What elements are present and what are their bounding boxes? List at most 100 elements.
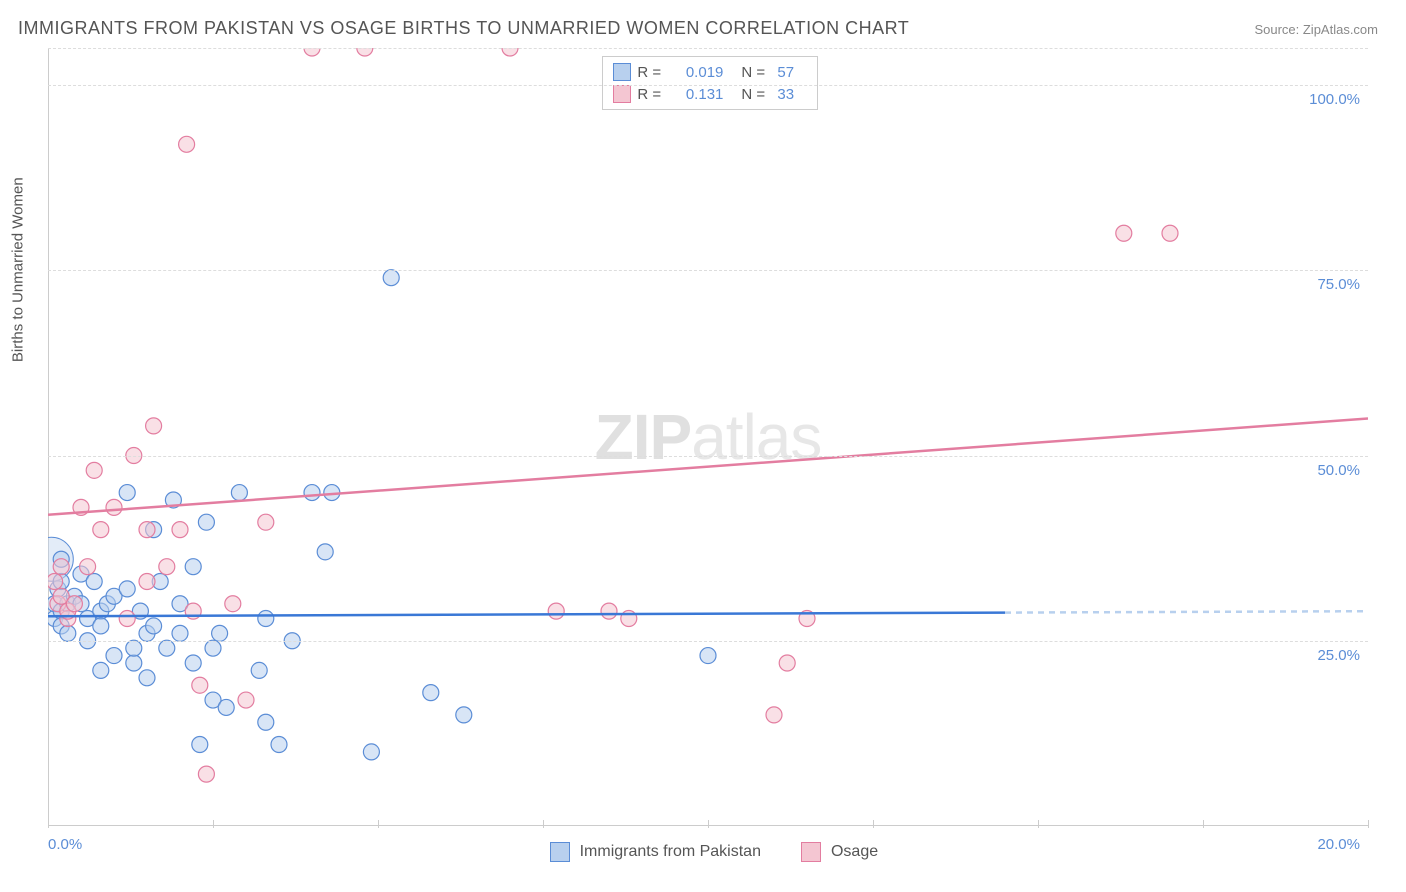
data-point <box>258 611 274 627</box>
data-point <box>53 588 69 604</box>
x-tick <box>1203 820 1204 828</box>
data-point <box>73 596 89 612</box>
x-tick-label: 20.0% <box>1317 836 1360 853</box>
legend-row: R = 0.131 N = 33 <box>613 83 807 105</box>
data-point <box>601 603 617 619</box>
data-point <box>304 48 320 56</box>
data-point <box>48 611 63 627</box>
data-point <box>60 603 76 619</box>
gridline <box>48 641 1368 642</box>
x-tick <box>543 820 544 828</box>
data-point <box>119 581 135 597</box>
data-point <box>324 485 340 501</box>
n-value: 33 <box>777 86 807 103</box>
x-tick <box>1038 820 1039 828</box>
data-point <box>357 48 373 56</box>
series-legend: Immigrants from Pakistan Osage <box>550 842 879 862</box>
gridline <box>48 270 1368 271</box>
gridline <box>48 48 1368 49</box>
data-point <box>317 544 333 560</box>
data-point <box>185 603 201 619</box>
data-point <box>66 596 82 612</box>
data-point <box>53 551 69 567</box>
data-point <box>93 522 109 538</box>
data-point <box>139 625 155 641</box>
x-tick-label: 0.0% <box>48 836 82 853</box>
data-point <box>172 522 188 538</box>
data-point <box>119 611 135 627</box>
data-point <box>106 588 122 604</box>
data-point <box>86 462 102 478</box>
data-point <box>50 596 66 612</box>
trend-line-extrapolated <box>1005 611 1368 612</box>
legend-label: Osage <box>831 843 878 861</box>
n-label: N = <box>741 86 771 103</box>
data-point <box>179 136 195 152</box>
chart-title: IMMIGRANTS FROM PAKISTAN VS OSAGE BIRTHS… <box>18 18 909 39</box>
legend-item: Osage <box>801 842 878 862</box>
data-point <box>502 48 518 56</box>
gridline <box>48 456 1368 457</box>
legend-swatch <box>801 842 821 862</box>
data-point <box>53 573 69 589</box>
legend-swatch <box>550 842 570 862</box>
data-point <box>73 566 89 582</box>
data-point <box>258 514 274 530</box>
data-point <box>456 707 472 723</box>
plot-area: ZIPatlas R = 0.019 N = 57 R = 0.131 N = … <box>48 48 1368 826</box>
x-tick <box>213 820 214 828</box>
data-point <box>192 677 208 693</box>
data-point <box>60 625 76 641</box>
r-value: 0.019 <box>673 64 723 81</box>
data-point <box>60 611 76 627</box>
data-point <box>48 596 63 612</box>
y-axis-line <box>48 48 49 826</box>
data-point <box>106 499 122 515</box>
source-prefix: Source: <box>1254 22 1302 37</box>
source-attribution: Source: ZipAtlas.com <box>1254 22 1378 37</box>
data-point <box>48 573 63 589</box>
x-tick <box>1368 820 1369 828</box>
data-point <box>185 655 201 671</box>
data-point <box>205 640 221 656</box>
large-data-point <box>48 537 73 581</box>
x-tick <box>873 820 874 828</box>
data-point <box>258 714 274 730</box>
legend-row: R = 0.019 N = 57 <box>613 61 807 83</box>
data-point <box>779 655 795 671</box>
data-point <box>93 603 109 619</box>
legend-label: Immigrants from Pakistan <box>580 843 761 861</box>
data-point <box>218 699 234 715</box>
data-point <box>799 611 815 627</box>
data-point <box>304 485 320 501</box>
data-point <box>159 640 175 656</box>
data-point <box>159 559 175 575</box>
y-tick-label: 75.0% <box>1317 276 1360 293</box>
data-point <box>146 618 162 634</box>
data-point <box>198 766 214 782</box>
trend-line <box>48 418 1368 514</box>
data-point <box>93 662 109 678</box>
x-tick <box>48 820 49 828</box>
data-point <box>152 573 168 589</box>
legend-item: Immigrants from Pakistan <box>550 842 761 862</box>
x-tick <box>378 820 379 828</box>
data-point <box>548 603 564 619</box>
data-point <box>86 573 102 589</box>
data-point <box>80 559 96 575</box>
data-point <box>1116 225 1132 241</box>
source-link[interactable]: ZipAtlas.com <box>1303 22 1378 37</box>
r-label: R = <box>637 64 667 81</box>
data-point <box>60 596 76 612</box>
y-tick-label: 50.0% <box>1317 462 1360 479</box>
scatter-svg <box>48 48 1368 826</box>
x-tick <box>708 820 709 828</box>
n-value: 57 <box>777 64 807 81</box>
correlation-legend: R = 0.019 N = 57 R = 0.131 N = 33 <box>602 56 818 110</box>
data-point <box>192 736 208 752</box>
watermark-atlas: atlas <box>691 401 821 473</box>
data-point <box>172 596 188 612</box>
watermark: ZIPatlas <box>595 400 822 474</box>
gridline <box>48 85 1368 86</box>
y-tick-label: 100.0% <box>1309 91 1360 108</box>
